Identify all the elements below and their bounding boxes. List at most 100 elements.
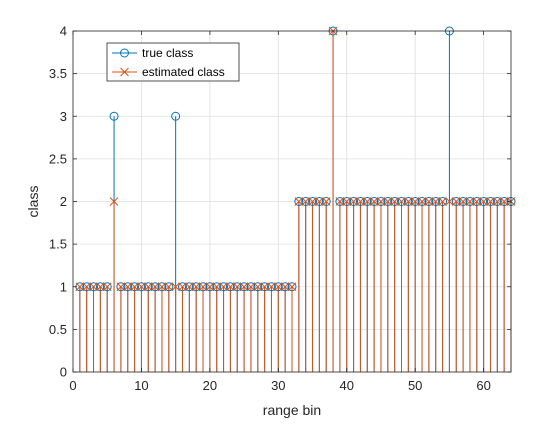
true-class-marker: [301, 197, 311, 206]
estimated-class-marker: [438, 197, 447, 206]
true-class-marker: [287, 282, 297, 292]
estimated-class-marker: [376, 197, 386, 206]
estimated-class-marker: [280, 282, 290, 292]
y-tick-label: 4: [60, 24, 67, 39]
true-class-marker: [95, 282, 105, 292]
x-tick-label: 0: [69, 378, 76, 393]
true-class-marker: [171, 111, 181, 121]
true-class-marker: [424, 197, 434, 206]
estimated-class-marker: [164, 282, 174, 292]
true-class-marker: [355, 197, 365, 206]
estimated-class-marker: [143, 282, 153, 292]
estimated-class-marker: [465, 197, 475, 206]
true-class-marker: [383, 197, 393, 206]
true-class-marker: [472, 197, 482, 206]
estimated-class-marker: [75, 282, 85, 292]
estimated-class-marker: [451, 197, 461, 206]
estimated-class-marker: [342, 197, 352, 206]
true-class-marker: [410, 197, 420, 206]
true-class-marker: [349, 197, 359, 206]
y-tick-label: 1: [60, 279, 67, 294]
estimated-class-marker: [137, 282, 146, 292]
true-class-marker: [273, 282, 283, 292]
true-class-marker: [479, 197, 489, 206]
true-class-marker: [164, 282, 174, 292]
y-tick-label: 3: [60, 109, 67, 124]
legend-label-estimated-class: estimated class: [142, 65, 225, 79]
true-class-marker: [492, 197, 502, 206]
estimated-class-marker: [349, 197, 358, 206]
true-class-marker: [239, 282, 249, 292]
estimated-class-marker: [232, 282, 242, 292]
true-class-marker: [403, 197, 413, 206]
markers: [75, 26, 516, 292]
true-class-marker: [321, 197, 331, 206]
estimated-class-marker: [273, 282, 283, 292]
legend-box: [106, 42, 240, 82]
estimated-class-marker: [356, 197, 365, 206]
estimated-class-marker: [157, 282, 167, 292]
estimated-class-marker: [397, 197, 406, 206]
true-class-marker: [266, 282, 276, 292]
estimated-class-marker: [431, 197, 441, 206]
estimated-class-marker: [458, 197, 468, 206]
true-class-marker: [116, 282, 126, 292]
legend-entry-true-class: true class: [112, 46, 193, 60]
estimated-class-marker: [369, 197, 379, 206]
estimated-class-marker: [445, 197, 454, 206]
estimated-class-marker: [198, 282, 208, 292]
true-class-marker: [130, 282, 140, 292]
estimated-class-marker: [253, 282, 263, 292]
estimated-class-marker: [472, 197, 482, 206]
true-class-marker: [246, 282, 256, 292]
estimated-class-marker: [205, 282, 215, 292]
x-tick-label: 40: [340, 378, 354, 393]
true-class-marker: [198, 282, 208, 292]
estimated-class-marker: [116, 282, 126, 292]
estimated-class-marker: [239, 282, 249, 292]
y-tick-label: 1.5: [49, 237, 67, 252]
estimated-class-marker: [109, 197, 119, 206]
estimated-class-marker: [82, 282, 92, 292]
y-tick-label: 2.5: [49, 151, 67, 166]
true-class-marker: [205, 282, 215, 292]
estimated-class-marker: [260, 282, 269, 292]
true-class-marker: [150, 282, 160, 292]
estimated-class-marker: [123, 282, 133, 292]
estimated-class-marker: [212, 282, 222, 292]
true-class-marker: [314, 197, 324, 206]
legend-marker-circle: [120, 48, 129, 58]
estimated-class-marker: [226, 282, 235, 292]
x-tick-label: 60: [476, 378, 490, 393]
estimated-class-marker: [246, 282, 256, 292]
true-class-marker: [184, 282, 194, 292]
estimated-class-marker: [301, 197, 311, 206]
true-class-marker: [417, 197, 427, 206]
x-tick-label: 30: [271, 378, 285, 393]
estimated-class-marker: [321, 197, 331, 206]
true-class-marker: [109, 111, 119, 121]
true-class-marker: [178, 282, 187, 292]
true-class-marker: [102, 282, 112, 292]
y-tick-label: 0.5: [49, 322, 67, 337]
estimated-class-marker: [267, 282, 276, 292]
true-class-marker: [465, 197, 475, 206]
true-class-marker: [232, 282, 242, 292]
estimated-class-marker: [486, 197, 495, 206]
estimated-class-marker: [492, 197, 502, 206]
true-class-marker: [136, 282, 146, 292]
true-class-marker: [219, 282, 229, 292]
estimated-class-marker: [178, 282, 187, 292]
true-class-marker: [82, 282, 92, 292]
true-class-marker: [390, 197, 400, 206]
x-tick-label: 20: [203, 378, 217, 393]
true-class-marker: [225, 282, 235, 292]
y-tick-label: 2: [60, 194, 67, 209]
estimated-class-marker: [171, 282, 181, 292]
estimated-class-marker: [150, 282, 160, 292]
estimated-class-marker: [424, 197, 434, 206]
legend: true class estimated class: [106, 42, 240, 82]
true-class-marker: [342, 197, 352, 206]
estimated-class-marker: [287, 282, 297, 292]
estimated-class-marker: [362, 197, 372, 206]
